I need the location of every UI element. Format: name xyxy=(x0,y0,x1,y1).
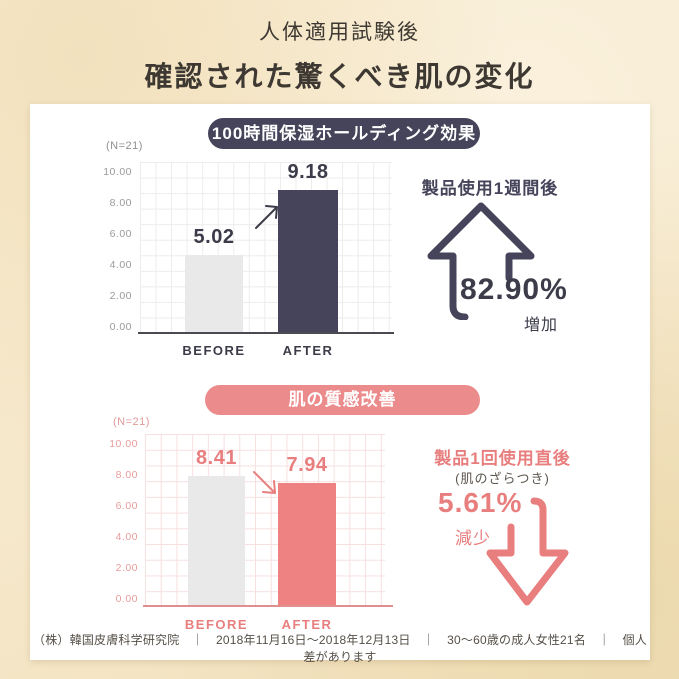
chart1-before-label: BEFORE xyxy=(182,343,246,358)
chart2-after-label: AFTER xyxy=(281,617,333,632)
chart2-after-value: 7.94 xyxy=(286,454,328,477)
chart2-bar-before: 8.41 BEFORE xyxy=(185,447,247,632)
chart2-before-label: BEFORE xyxy=(184,617,249,632)
chart2-x-axis-line xyxy=(143,605,393,607)
chart1-after-value: 9.18 xyxy=(287,160,329,183)
increase-trend-arrow-icon xyxy=(255,205,278,229)
chart2-direction-label: 減少 xyxy=(455,529,491,548)
chart1-ytick: 6.00 xyxy=(109,228,132,240)
chart1-title-pill: 100時間保湿ホールディング効果 xyxy=(208,118,480,149)
chart1-ytick: 0.00 xyxy=(109,321,132,333)
chart1-ytick: 2.00 xyxy=(109,290,132,302)
chart1-direction-label: 増加 xyxy=(524,317,559,334)
page-title-line2: 確認された驚くべき肌の変化 xyxy=(144,61,535,92)
chart1-ytick: 4.00 xyxy=(109,259,132,271)
content-card: 100時間保湿ホールディング効果 (N=21) 10.00 8.00 6.00 … xyxy=(30,104,650,664)
chart1-after-label: AFTER xyxy=(282,343,334,358)
big-up-arrow-icon xyxy=(427,202,535,320)
chart2-annotation-heading: 製品1回使用直後 xyxy=(434,449,571,468)
chart1-x-axis-line xyxy=(138,332,394,334)
chart2-ytick: 2.00 xyxy=(115,562,138,574)
chart1-before-value: 5.02 xyxy=(193,225,235,248)
page-title: 人体適用試験後 確認された驚くべき肌の変化 xyxy=(0,16,679,95)
chart2-sample-size-label: (N=21) xyxy=(113,416,150,428)
big-down-arrow-icon xyxy=(486,497,569,606)
chart2-plot-area: 8.41 BEFORE 7.94 AFTER xyxy=(145,434,385,632)
chart2-ytick: 8.00 xyxy=(115,469,138,481)
chart2-ytick: 0.00 xyxy=(115,593,138,605)
chart2-ytick: 6.00 xyxy=(115,500,138,512)
chart2-bar-after: 7.94 AFTER xyxy=(278,454,336,632)
chart2-ytick: 10.00 xyxy=(109,438,138,450)
chart2-ytick: 4.00 xyxy=(115,531,138,543)
chart1-bar-before: 5.02 BEFORE xyxy=(182,226,244,358)
chart1-ytick: 10.00 xyxy=(103,166,132,178)
page-title-line1: 人体適用試験後 xyxy=(259,21,420,44)
chart1-annotation-heading: 製品使用1週間後 xyxy=(421,179,559,198)
chart2-annotation-subheading: (肌のざらつき) xyxy=(455,471,550,486)
chart1-ytick: 8.00 xyxy=(109,197,132,209)
chart2-percent-value: 5.61% xyxy=(438,487,523,518)
decrease-trend-arrow-icon xyxy=(253,471,276,494)
chart1-percent-value: 82.90% xyxy=(460,273,568,306)
chart2-before-value: 8.41 xyxy=(196,446,237,469)
chart1-plot-area: 5.02 BEFORE 9.18 AFTER xyxy=(140,161,392,358)
chart1-bar-after: 9.18 AFTER xyxy=(278,161,338,358)
chart2-title-pill: 肌の質感改善 xyxy=(205,385,480,415)
footnote: （株）韓国皮膚科学研究院 ｜ 2018年11月16日～2018年12月13日 ｜… xyxy=(33,633,647,664)
chart1-sample-size-label: (N=21) xyxy=(106,140,143,152)
